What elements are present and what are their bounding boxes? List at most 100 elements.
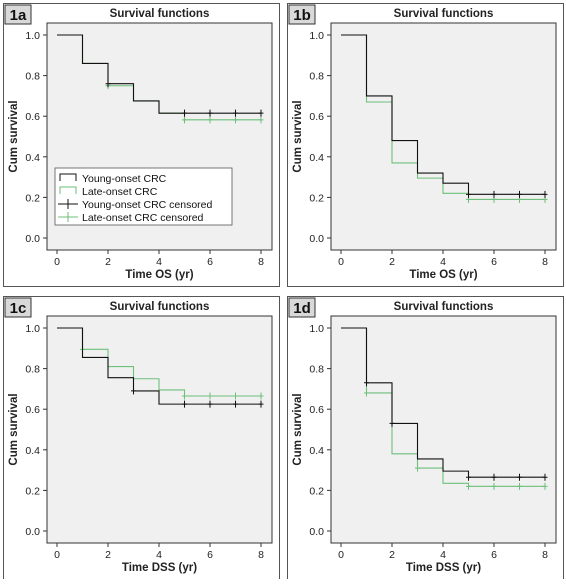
legend-entry: Young-onset CRC xyxy=(82,173,167,185)
censor-mark-young-onset-crc xyxy=(105,80,111,88)
censor-mark-late-onset-crc xyxy=(182,116,187,124)
censor-mark-late-onset-crc xyxy=(258,116,264,124)
x-tick-label: 4 xyxy=(440,256,446,268)
x-tick-label: 8 xyxy=(542,549,548,561)
x-tick-label: 6 xyxy=(491,256,497,268)
x-tick-label: 4 xyxy=(440,549,446,561)
y-tick-label: 0.2 xyxy=(309,485,324,497)
y-tick-label: 0.8 xyxy=(309,364,324,376)
x-tick-label: 6 xyxy=(491,549,497,561)
x-axis-label: Time DSS (yr) xyxy=(406,562,481,574)
y-tick-label: 0.0 xyxy=(309,526,324,538)
x-tick-label: 2 xyxy=(389,549,395,561)
censor-mark-young-onset-crc xyxy=(182,109,187,117)
series-line-young-onset-crc xyxy=(57,327,261,405)
plot-area xyxy=(46,315,273,544)
censor-mark-late-onset-crc xyxy=(517,482,522,490)
censor-mark-young-onset-crc xyxy=(542,473,548,481)
censor-mark-young-onset-crc xyxy=(233,109,238,117)
legend-swatch xyxy=(58,212,78,222)
censor-mark-young-onset-crc xyxy=(364,379,369,387)
legend-swatch xyxy=(59,186,77,194)
censor-mark-young-onset-crc xyxy=(207,400,213,408)
y-tick-label: 0.0 xyxy=(25,233,40,245)
x-tick-label: 8 xyxy=(258,256,264,268)
chart-title: Survival functions xyxy=(394,301,494,313)
censor-mark-young-onset-crc xyxy=(517,473,522,481)
x-tick-label: 4 xyxy=(156,549,162,561)
censor-mark-late-onset-crc xyxy=(207,392,213,400)
y-tick-label: 0.6 xyxy=(25,111,40,123)
y-axis-label: Cum survival xyxy=(292,393,304,465)
x-axis-label: Time DSS (yr) xyxy=(122,562,197,574)
y-tick-label: 0.8 xyxy=(309,71,324,83)
censor-mark-late-onset-crc xyxy=(233,392,238,400)
censor-mark-late-onset-crc xyxy=(415,464,420,472)
legend-swatch xyxy=(58,199,78,209)
plot-area xyxy=(330,315,557,544)
chart-panel-1a: 1a Survival functions 0.0 0.2 0.4 0.6 0.8 1.0 0 2… xyxy=(3,3,280,287)
panel-label-badge xyxy=(4,4,32,25)
x-tick-label: 2 xyxy=(389,256,395,268)
y-tick-label: 0.4 xyxy=(25,152,40,164)
chart-panel-1d: 1d Survival functions 0.0 0.2 0.4 0.6 0.8 1.0 0 2… xyxy=(287,296,564,580)
x-tick-label: 6 xyxy=(207,549,213,561)
y-tick-label: 1.0 xyxy=(309,30,324,42)
censor-mark-young-onset-crc xyxy=(258,109,264,117)
y-tick-label: 0.4 xyxy=(309,152,324,164)
y-tick-label: 0.4 xyxy=(309,445,324,457)
x-axis-label: Time OS (yr) xyxy=(409,269,477,281)
series-line-young-onset-crc xyxy=(341,327,545,478)
censor-mark-late-onset-crc xyxy=(182,392,187,400)
censor-mark-young-onset-crc xyxy=(491,473,497,481)
y-tick-label: 1.0 xyxy=(309,323,324,335)
x-tick-label: 6 xyxy=(207,256,213,268)
chart-panel-1b: 1b Survival functions 0.0 0.2 0.4 0.6 0.8 1.0 0 2… xyxy=(287,3,564,287)
panel-label-badge xyxy=(4,297,32,318)
censor-mark-young-onset-crc xyxy=(233,400,238,408)
censor-mark-young-onset-crc xyxy=(182,400,187,408)
y-tick-label: 0.0 xyxy=(25,526,40,538)
y-tick-label: 0.2 xyxy=(25,192,40,204)
x-tick-label: 2 xyxy=(105,256,111,268)
censor-mark-late-onset-crc xyxy=(542,482,548,490)
y-tick-label: 0.2 xyxy=(25,485,40,497)
chart-title: Survival functions xyxy=(110,8,210,20)
x-tick-label: 2 xyxy=(105,549,111,561)
censor-mark-late-onset-crc xyxy=(207,116,213,124)
chart-title: Survival functions xyxy=(394,8,494,20)
y-tick-label: 0.8 xyxy=(25,364,40,376)
y-tick-label: 0.6 xyxy=(25,404,40,416)
x-tick-label: 0 xyxy=(54,549,60,561)
panel-label-badge xyxy=(288,297,316,318)
legend-entry: Late-onset CRC censored xyxy=(82,212,204,224)
y-axis-label: Cum survival xyxy=(8,100,20,172)
censor-mark-young-onset-crc xyxy=(389,419,395,427)
legend-entry: Young-onset CRC censored xyxy=(82,199,213,211)
panel-label: 1c xyxy=(10,300,27,317)
x-tick-label: 8 xyxy=(258,549,264,561)
censor-mark-late-onset-crc xyxy=(233,116,238,124)
y-tick-label: 0.6 xyxy=(309,404,324,416)
y-tick-label: 1.0 xyxy=(25,30,40,42)
chart-panel-1c: 1c Survival functions 0.0 0.2 0.4 0.6 0.8 1.0 0 2… xyxy=(3,296,280,580)
legend-swatch xyxy=(59,173,77,181)
censor-mark-young-onset-crc xyxy=(207,109,213,117)
censor-mark-young-onset-crc xyxy=(466,190,471,198)
panel-label: 1b xyxy=(293,7,311,24)
series-line-young-onset-crc xyxy=(341,34,545,195)
x-tick-label: 0 xyxy=(338,256,344,268)
censor-mark-late-onset-crc xyxy=(258,392,264,400)
series-line-young-onset-crc xyxy=(57,34,261,114)
legend-entry: Late-onset CRC xyxy=(82,186,158,198)
y-tick-label: 1.0 xyxy=(25,323,40,335)
censor-mark-young-onset-crc xyxy=(131,387,136,395)
censor-mark-young-onset-crc xyxy=(491,190,497,198)
y-tick-label: 0.2 xyxy=(309,192,324,204)
panel-label-badge xyxy=(288,4,316,25)
censor-mark-late-onset-crc xyxy=(491,482,497,490)
x-tick-label: 8 xyxy=(542,256,548,268)
censor-mark-late-onset-crc xyxy=(466,482,471,490)
